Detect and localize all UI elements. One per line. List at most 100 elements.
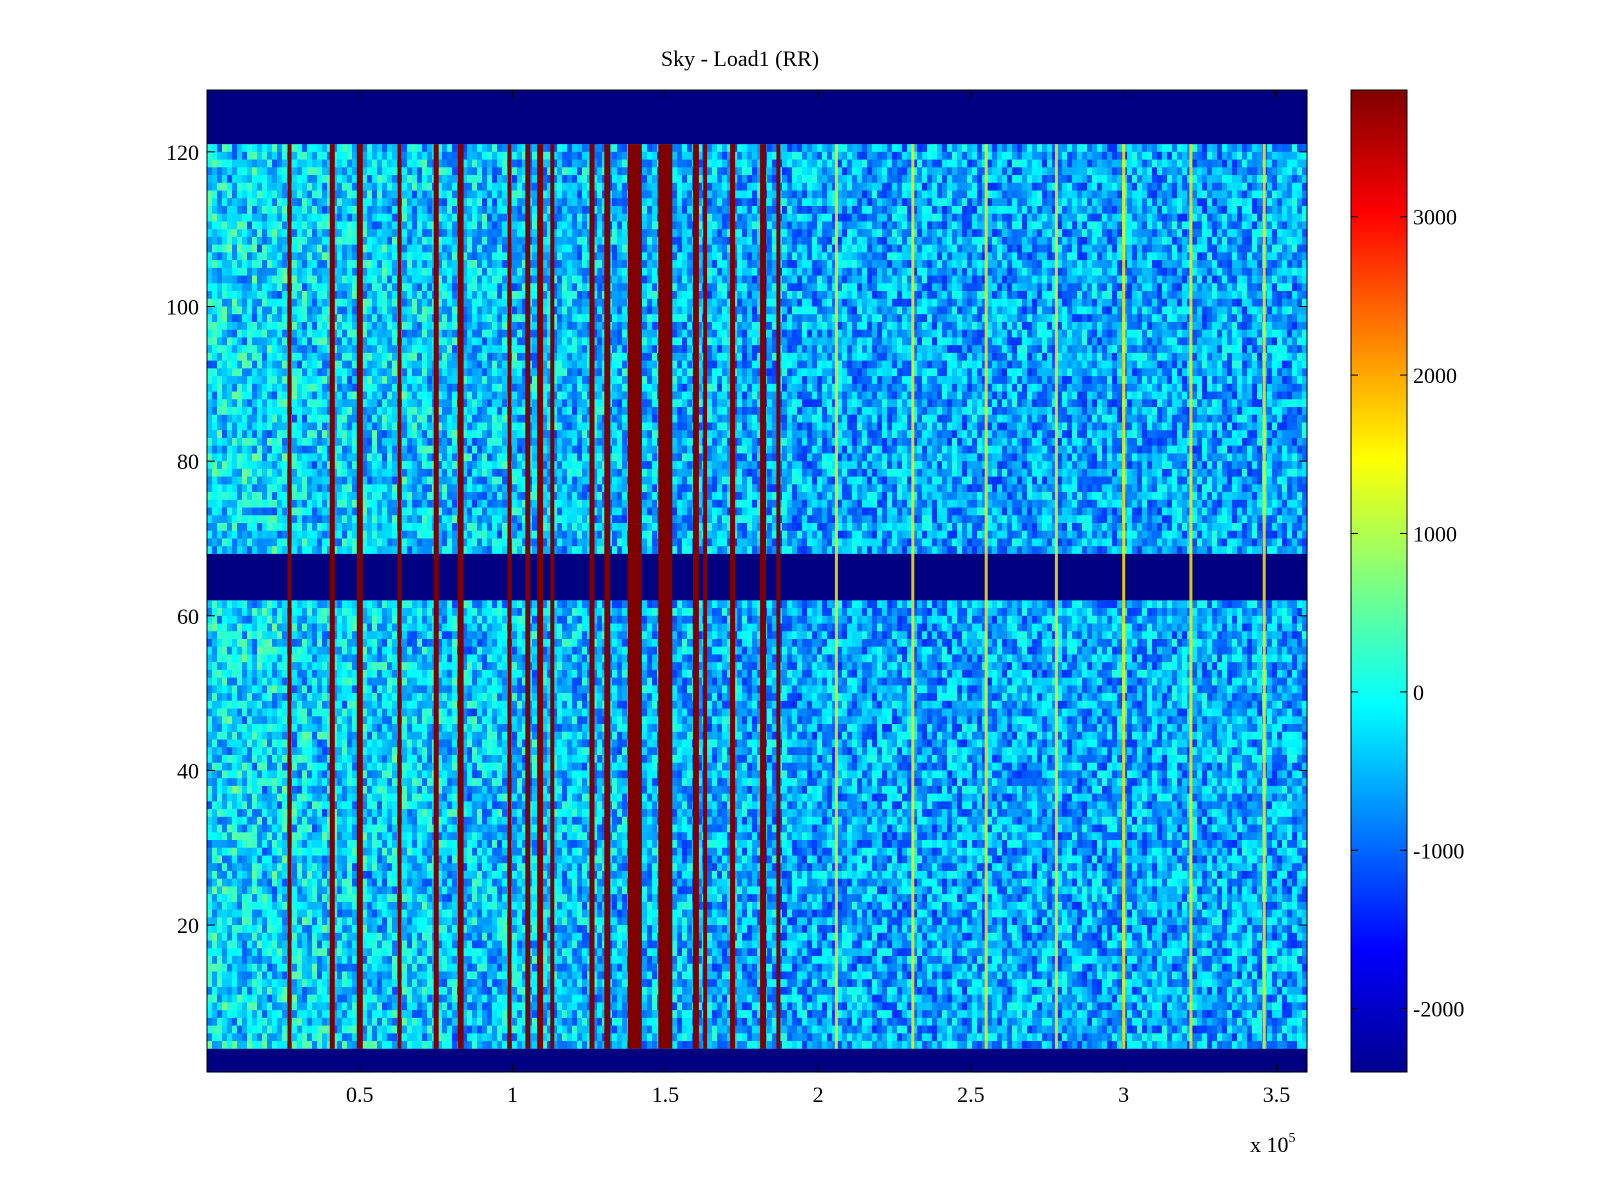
- heatmap-cell: [817, 151, 823, 161]
- heatmap-cell: [642, 190, 648, 199]
- heatmap-cell: [522, 221, 528, 230]
- heatmap-cell: [1237, 175, 1243, 184]
- heatmap-cell: [427, 182, 433, 192]
- heatmap-cell: [1012, 167, 1018, 176]
- heatmap-cell: [962, 213, 968, 223]
- heatmap-cell: [237, 260, 243, 269]
- heatmap-cell: [1142, 159, 1148, 168]
- heatmap-cell: [1202, 229, 1208, 238]
- heatmap-cell: [1207, 252, 1213, 261]
- heatmap-cell: [902, 151, 908, 161]
- heatmap-cell: [337, 159, 343, 168]
- heatmap-cell: [1047, 182, 1053, 192]
- heatmap-cell: [377, 221, 383, 230]
- heatmap-cell: [542, 221, 548, 230]
- heatmap-cell: [737, 236, 743, 246]
- heatmap-cell: [707, 205, 713, 215]
- heatmap-cell: [347, 252, 353, 261]
- heatmap-cell: [812, 151, 818, 161]
- heatmap-cell: [997, 252, 1003, 261]
- heatmap-cell: [597, 175, 603, 184]
- heatmap-cell: [912, 175, 918, 184]
- heatmap-cell: [712, 229, 718, 238]
- heatmap-cell: [997, 229, 1003, 238]
- heatmap-cell: [842, 175, 848, 184]
- heatmap-cell: [767, 260, 773, 269]
- heatmap-cell: [1012, 221, 1018, 230]
- heatmap-cell: [262, 198, 268, 207]
- heatmap-cell: [1232, 182, 1238, 192]
- heatmap-cell: [817, 260, 823, 269]
- heatmap-cell: [252, 229, 258, 238]
- heatmap-cell: [727, 205, 733, 215]
- heatmap-cell: [852, 159, 858, 168]
- heatmap-cell: [247, 252, 253, 261]
- heatmap-cell: [252, 252, 258, 261]
- heatmap-cell: [592, 151, 598, 161]
- heatmap-cell: [882, 244, 888, 253]
- heatmap-cell: [427, 151, 433, 161]
- heatmap-cell: [1072, 205, 1078, 215]
- heatmap-cell: [377, 236, 383, 246]
- heatmap-cell: [862, 252, 868, 261]
- heatmap-cell: [1112, 213, 1118, 223]
- heatmap-cell: [852, 236, 858, 246]
- heatmap-cell: [862, 244, 868, 253]
- heatmap-cell: [1082, 159, 1088, 168]
- heatmap-cell: [322, 151, 328, 161]
- heatmap-cell: [1277, 244, 1283, 253]
- heatmap-cell: [312, 190, 318, 199]
- heatmap-cell: [622, 182, 628, 192]
- heatmap-cell: [892, 151, 898, 161]
- heatmap-cell: [862, 205, 868, 215]
- heatmap-cell: [1077, 198, 1083, 207]
- heatmap-cell: [1232, 213, 1238, 223]
- heatmap-cell: [467, 229, 473, 238]
- heatmap-cell: [562, 252, 568, 261]
- heatmap-cell: [737, 213, 743, 223]
- heatmap-cell: [307, 244, 313, 253]
- heatmap-cell: [242, 198, 248, 207]
- heatmap-cell: [907, 229, 913, 238]
- heatmap-cell: [412, 151, 418, 161]
- heatmap-cell: [622, 144, 628, 153]
- heatmap-cell: [967, 236, 973, 246]
- heatmap-cell: [962, 221, 968, 230]
- heatmap-cell: [1242, 151, 1248, 161]
- heatmap-cell: [652, 229, 658, 238]
- heatmap-cell: [1152, 198, 1158, 207]
- heatmap-cell: [487, 229, 493, 238]
- heatmap-cell: [972, 229, 978, 238]
- heatmap-cell: [442, 198, 448, 207]
- heatmap-cell: [472, 151, 478, 161]
- heatmap-cell: [1172, 244, 1178, 253]
- heatmap-cell: [1212, 252, 1218, 261]
- heatmap-cell: [917, 167, 923, 176]
- heatmap-cell: [272, 252, 278, 261]
- heatmap-cell: [917, 190, 923, 199]
- heatmap-cell: [562, 182, 568, 192]
- heatmap-cell: [862, 260, 868, 269]
- heatmap-cell: [682, 205, 688, 215]
- heatmap-cell: [267, 144, 273, 153]
- heatmap-cell: [827, 182, 833, 192]
- heatmap-cell: [267, 260, 273, 269]
- heatmap-cell: [957, 190, 963, 199]
- heatmap-cell: [297, 205, 303, 215]
- heatmap-cell: [727, 221, 733, 230]
- heatmap-cell: [922, 205, 928, 215]
- heatmap-cell: [827, 244, 833, 253]
- heatmap-cell: [257, 213, 263, 223]
- heatmap-cell: [1077, 144, 1083, 153]
- heatmap-cell: [942, 213, 948, 223]
- heatmap-cell: [872, 159, 878, 168]
- heatmap-cell: [952, 236, 958, 246]
- heatmap-cell: [712, 167, 718, 176]
- heatmap-cell: [1032, 190, 1038, 199]
- heatmap-cell: [427, 236, 433, 246]
- heatmap-cell: [347, 144, 353, 153]
- heatmap-cell: [682, 236, 688, 246]
- heatmap-cell: [727, 159, 733, 168]
- heatmap-cell: [372, 198, 378, 207]
- heatmap-cell: [787, 167, 793, 176]
